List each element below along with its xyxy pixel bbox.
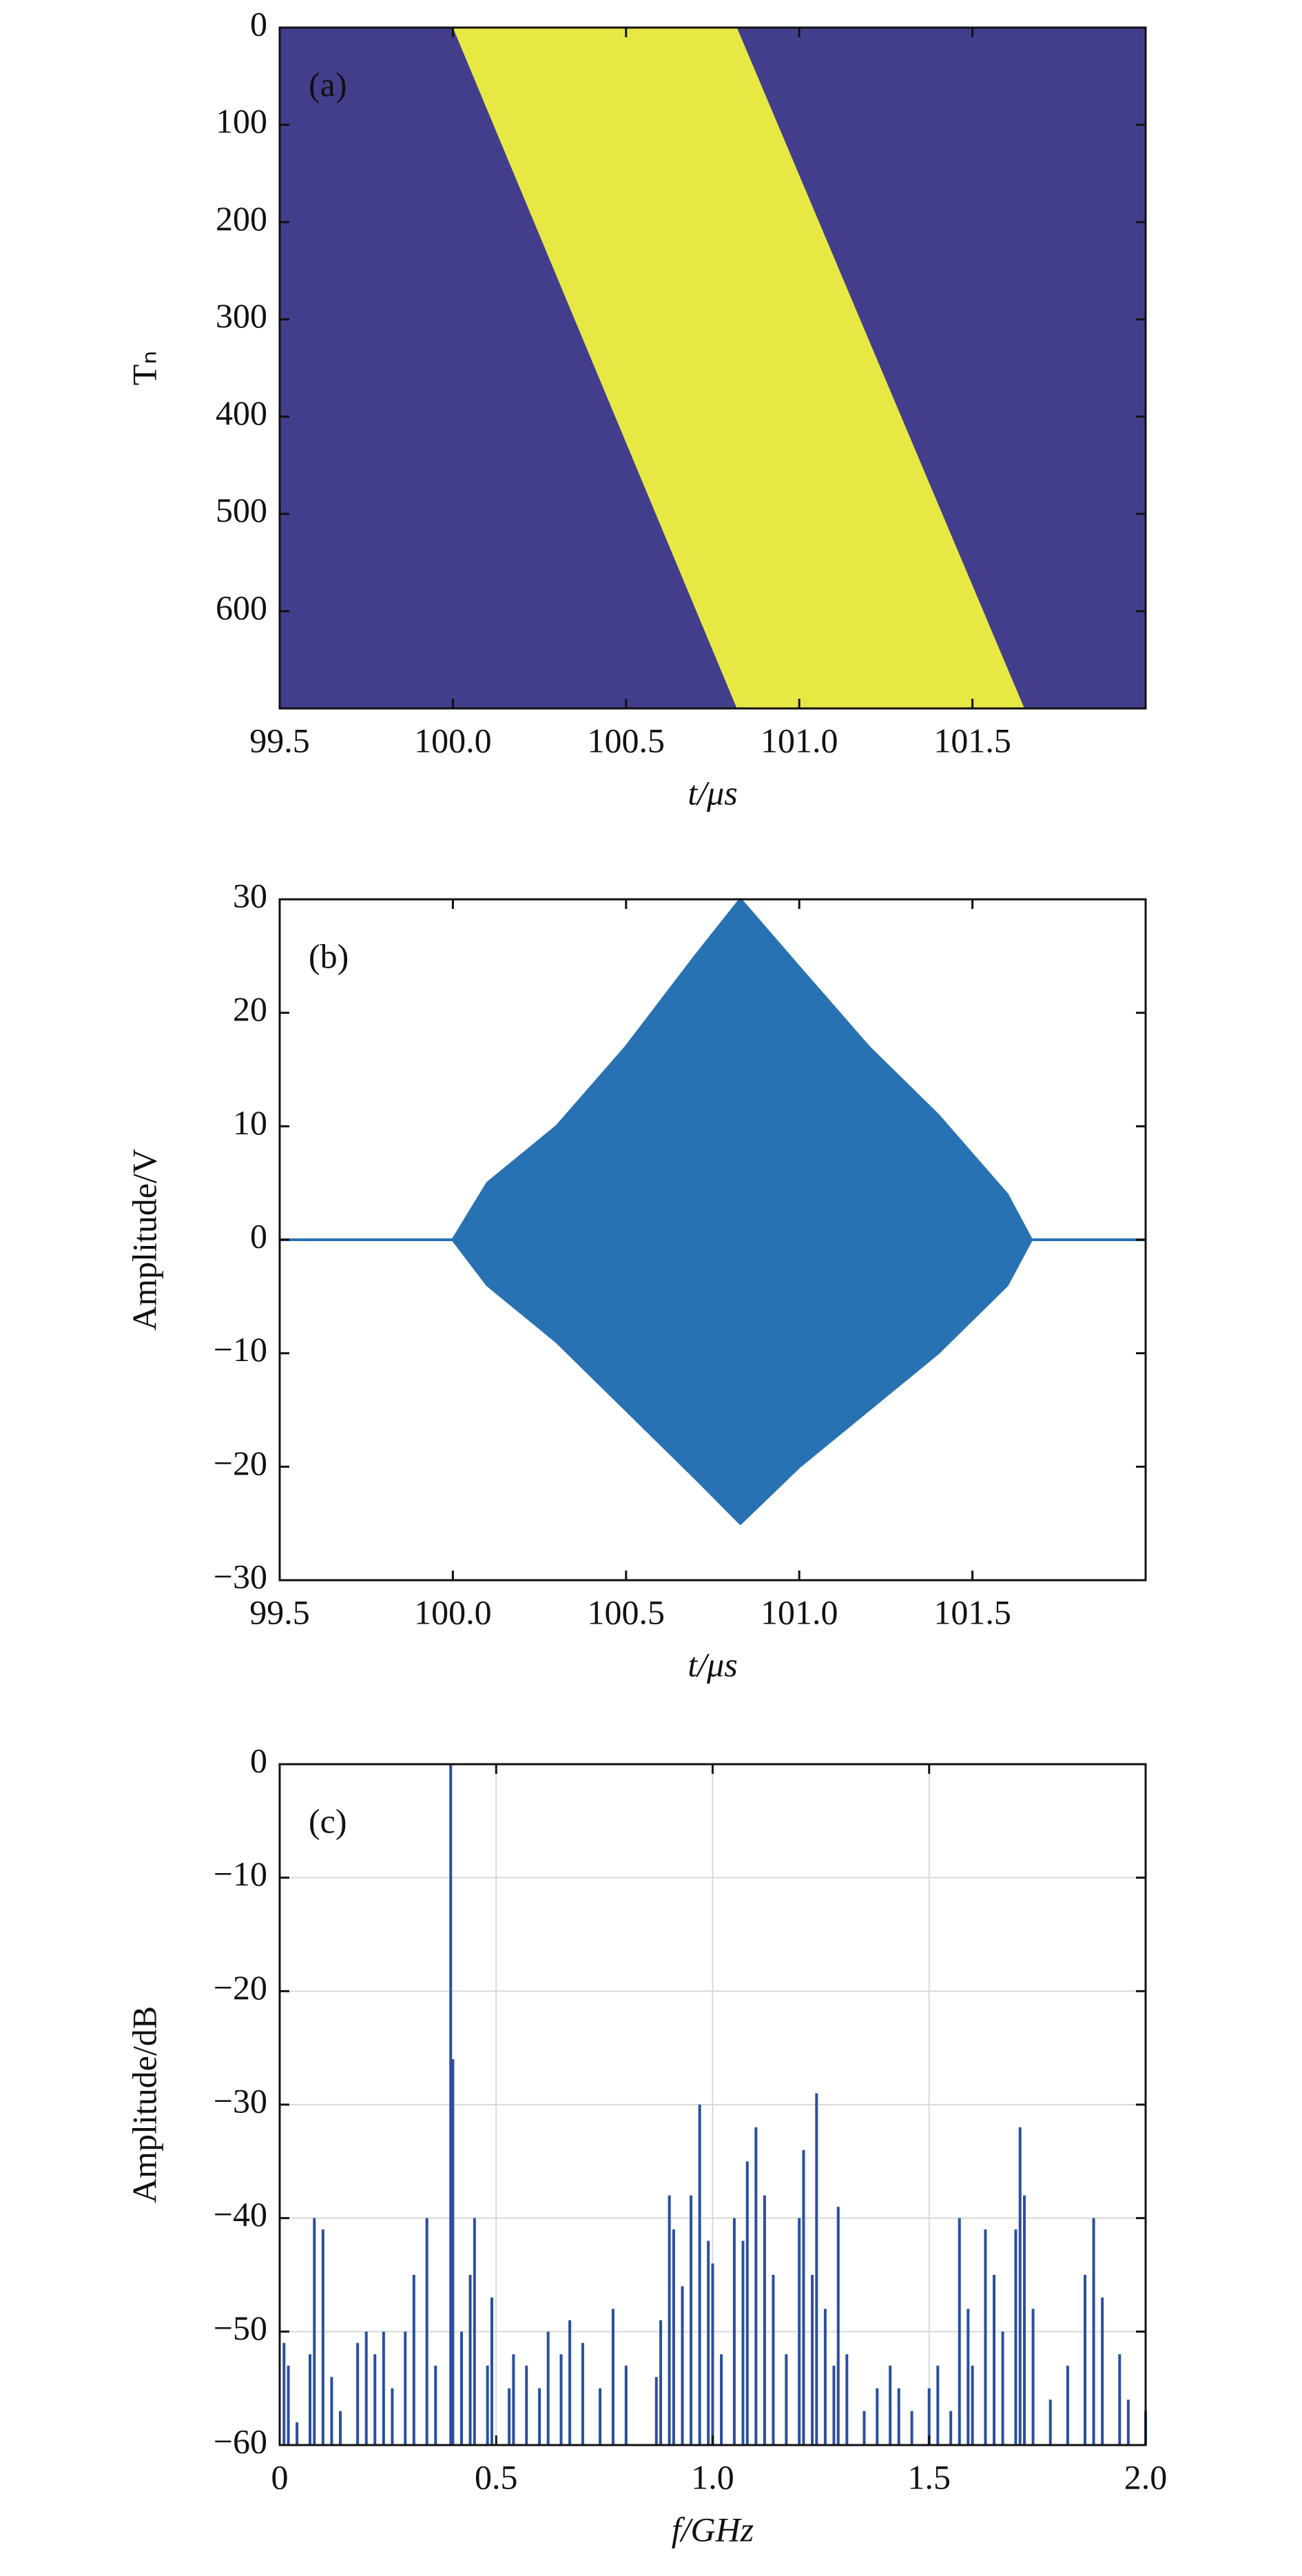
x-tick-label: 0.5 bbox=[475, 2457, 518, 2496]
x-tick-label: 101.5 bbox=[933, 1593, 1011, 1631]
x-tick-label: 100.0 bbox=[414, 721, 492, 759]
x-tick-label: 99.5 bbox=[249, 721, 310, 759]
panel: 0 0.5 1.0 1.5 2.0 −60 −50 −40 −30 −20 −10 0 f/GHz Amp… bbox=[125, 1741, 1167, 2548]
band bbox=[453, 28, 1025, 708]
panel: 99.5 100.0 100.5 101.0 101.5 −30 −20 −10 0 10 20 30… bbox=[125, 876, 1147, 1684]
x-axis-label: f/GHz bbox=[672, 2510, 754, 2548]
y-tick-label: 100 bbox=[216, 102, 267, 141]
x-tick-label: 99.5 bbox=[249, 1593, 310, 1631]
y-tick-label: 400 bbox=[216, 393, 267, 432]
y-axis-label: Amplitude/V bbox=[125, 1149, 163, 1331]
x-tick-label: 101.5 bbox=[933, 721, 1011, 759]
y-tick-label: 30 bbox=[233, 876, 267, 914]
y-tick-label: 0 bbox=[250, 4, 267, 43]
y-tick-label: 600 bbox=[216, 588, 267, 626]
y-axis-label: Amplitude/dB bbox=[125, 2006, 163, 2203]
y-tick-label: −50 bbox=[214, 2309, 267, 2347]
x-tick-label: 100.5 bbox=[588, 1593, 665, 1631]
x-axis-label: t/μs bbox=[688, 773, 737, 812]
y-tick-label: 0 bbox=[250, 1741, 267, 1779]
x-tick-label: 100.0 bbox=[414, 1593, 492, 1631]
x-axis-label: t/μs bbox=[688, 1645, 737, 1684]
y-tick-label: −10 bbox=[214, 1330, 267, 1369]
x-tick-label: 101.0 bbox=[761, 1593, 838, 1631]
y-tick-label: 0 bbox=[250, 1216, 267, 1255]
y-tick-label: 10 bbox=[233, 1103, 267, 1142]
panel-label: (a) bbox=[309, 65, 347, 103]
y-tick-label: 300 bbox=[216, 296, 267, 335]
x-tick-label: 0 bbox=[271, 2457, 289, 2496]
y-tick-label: −10 bbox=[214, 1854, 267, 1893]
x-tick-label: 1.0 bbox=[691, 2457, 734, 2496]
signal-area bbox=[278, 898, 1147, 1525]
panel: 99.5 100.0 100.5 101.0 101.5 0 100 200 300 400 500… bbox=[125, 4, 1147, 812]
y-tick-label: 20 bbox=[233, 990, 267, 1028]
y-tick-label: −40 bbox=[214, 2195, 267, 2233]
panel-label: (b) bbox=[309, 937, 349, 975]
y-tick-label: 500 bbox=[216, 491, 267, 529]
y-tick-label: −20 bbox=[214, 1444, 267, 1482]
y-tick-label: −60 bbox=[214, 2422, 267, 2460]
y-tick-label: 200 bbox=[216, 199, 267, 238]
x-tick-label: 100.5 bbox=[588, 721, 665, 759]
x-tick-label: 2.0 bbox=[1124, 2457, 1168, 2496]
x-tick-label: 1.5 bbox=[908, 2457, 951, 2496]
y-axis-label: Tₙ bbox=[125, 351, 163, 385]
y-tick-label: −30 bbox=[214, 1557, 267, 1595]
plot-frame bbox=[278, 26, 1147, 710]
panel-label: (c) bbox=[309, 1801, 347, 1840]
x-tick-label: 101.0 bbox=[761, 721, 838, 759]
y-tick-label: −30 bbox=[214, 2081, 267, 2120]
y-tick-label: −20 bbox=[214, 1968, 267, 2007]
